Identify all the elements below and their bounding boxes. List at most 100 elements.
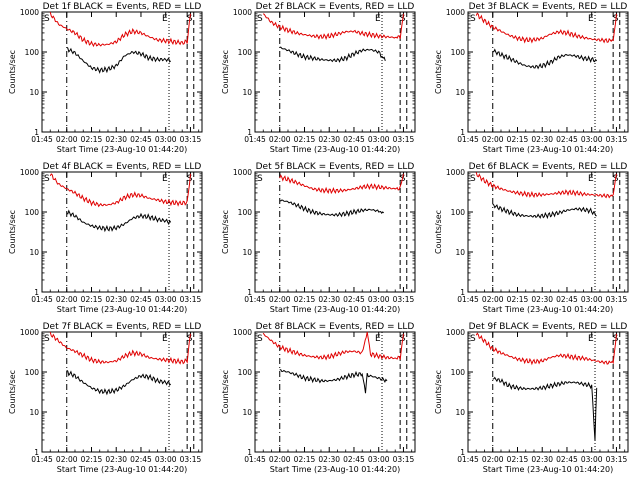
y-tick-label: 1 xyxy=(34,128,39,137)
y-tick-label: 100 xyxy=(25,48,40,57)
x-tick-label: 01:45 xyxy=(457,135,479,144)
x-tick-label: 01:45 xyxy=(244,295,266,304)
y-axis-label: Counts/sec xyxy=(434,210,443,254)
y-tick-label: 100 xyxy=(25,368,40,377)
series-line-events xyxy=(66,369,172,396)
series-line-events xyxy=(492,376,598,441)
y-tick-label: 1 xyxy=(34,288,39,297)
y-tick-label: 1 xyxy=(460,128,465,137)
x-tick-label: 02:45 xyxy=(130,295,152,304)
y-tick-label: 100 xyxy=(451,368,466,377)
x-tick-label: 02:00 xyxy=(56,295,78,304)
y-axis-label: Counts/sec xyxy=(221,210,230,254)
corner-marker-label: S xyxy=(257,334,263,344)
detector-panel-5f: Det 5f BLACK = Events, RED = LLD 1 10 100 10… xyxy=(213,160,426,320)
detector-chart-3f: Det 3f BLACK = Events, RED = LLD 1 10 100 10… xyxy=(434,2,629,154)
detector-chart-5f: Det 5f BLACK = Events, RED = LLD 1 10 100 10… xyxy=(221,162,416,314)
detector-chart-7f: Det 7f BLACK = Events, RED = LLD 1 10 100 10… xyxy=(8,322,203,474)
series-line-lld xyxy=(49,173,191,208)
x-axis-label: Start Time (23-Aug-10 01:44:20) xyxy=(270,145,401,154)
y-tick-label: 1000 xyxy=(20,8,39,17)
x-tick-label: 03:00 xyxy=(581,295,603,304)
series-line-events xyxy=(279,199,385,218)
y-tick-label: 10 xyxy=(29,408,39,417)
x-axis-label: Start Time (23-Aug-10 01:44:20) xyxy=(57,465,188,474)
chart-title: Det 8f BLACK = Events, RED = LLD xyxy=(256,322,415,332)
y-tick-label: 1 xyxy=(247,448,252,457)
y-tick-label: 100 xyxy=(451,208,466,217)
y-axis-label: Counts/sec xyxy=(434,370,443,414)
plot-frame xyxy=(41,11,203,133)
y-tick-label: 100 xyxy=(238,48,253,57)
y-axis-label: Counts/sec xyxy=(434,50,443,94)
y-tick-label: 1000 xyxy=(233,328,252,337)
series-line-lld xyxy=(475,12,617,44)
y-tick-label: 1000 xyxy=(233,8,252,17)
x-tick-label: 02:30 xyxy=(105,455,127,464)
detector-panel-6f: Det 6f BLACK = Events, RED = LLD 1 10 100 10… xyxy=(426,160,639,320)
series-line-lld xyxy=(262,331,404,361)
detector-panel-2f: Det 2f BLACK = Events, RED = LLD 1 10 100 10… xyxy=(213,0,426,160)
y-tick-label: 10 xyxy=(242,88,252,97)
x-tick-label: 02:45 xyxy=(556,455,578,464)
y-axis-label: Counts/sec xyxy=(8,370,17,414)
x-tick-label: 03:15 xyxy=(180,295,202,304)
detector-panel-9f: Det 9f BLACK = Events, RED = LLD 1 10 100 10… xyxy=(426,320,639,480)
detector-panel-8f: Det 8f BLACK = Events, RED = LLD 1 10 100 10… xyxy=(213,320,426,480)
x-tick-label: 03:00 xyxy=(368,135,390,144)
vertical-marker-label: E xyxy=(162,174,168,184)
x-tick-label: 02:15 xyxy=(81,295,103,304)
vertical-marker-label: E xyxy=(162,14,168,24)
x-tick-label: 02:00 xyxy=(269,295,291,304)
vertical-marker-label: E xyxy=(588,14,594,24)
x-tick-label: 02:15 xyxy=(294,455,316,464)
vertical-marker-label: E xyxy=(375,14,381,24)
y-tick-label: 100 xyxy=(238,208,253,217)
x-tick-label: 01:45 xyxy=(31,455,53,464)
series-line-events xyxy=(492,48,598,70)
series-line-lld xyxy=(475,332,617,366)
detector-chart-9f: Det 9f BLACK = Events, RED = LLD 1 10 100 10… xyxy=(434,322,629,474)
vertical-marker-label: E xyxy=(588,174,594,184)
x-tick-label: 02:30 xyxy=(531,455,553,464)
y-axis-label: Counts/sec xyxy=(221,50,230,94)
x-tick-label: 03:15 xyxy=(393,295,415,304)
corner-marker-label: S xyxy=(44,14,50,24)
plot-frame xyxy=(254,11,416,133)
plot-frame xyxy=(467,331,629,453)
x-tick-label: 03:15 xyxy=(393,455,415,464)
x-axis-label: Start Time (23-Aug-10 01:44:20) xyxy=(483,145,614,154)
x-tick-label: 02:00 xyxy=(482,135,504,144)
detector-panel-7f: Det 7f BLACK = Events, RED = LLD 1 10 100 10… xyxy=(0,320,213,480)
x-tick-label: 02:15 xyxy=(507,135,529,144)
chart-title: Det 6f BLACK = Events, RED = LLD xyxy=(469,162,628,172)
x-axis-label: Start Time (23-Aug-10 01:44:20) xyxy=(270,465,401,474)
corner-marker-label: S xyxy=(44,174,50,184)
x-tick-label: 02:30 xyxy=(318,455,340,464)
x-tick-label: 02:30 xyxy=(318,295,340,304)
vertical-marker-label: E xyxy=(588,334,594,344)
chart-title: Det 3f BLACK = Events, RED = LLD xyxy=(469,2,628,12)
x-axis-label: Start Time (23-Aug-10 01:44:20) xyxy=(483,465,614,474)
detector-chart-1f: Det 1f BLACK = Events, RED = LLD 1 10 100 10… xyxy=(8,2,203,154)
corner-marker-label: S xyxy=(257,174,263,184)
detector-panel-3f: Det 3f BLACK = Events, RED = LLD 1 10 100 10… xyxy=(426,0,639,160)
y-tick-label: 10 xyxy=(455,248,465,257)
x-tick-label: 02:30 xyxy=(531,135,553,144)
y-tick-label: 10 xyxy=(29,248,39,257)
x-tick-label: 03:00 xyxy=(155,295,177,304)
x-tick-label: 02:15 xyxy=(294,135,316,144)
x-tick-label: 02:30 xyxy=(105,295,127,304)
x-tick-label: 02:45 xyxy=(343,455,365,464)
x-tick-label: 01:45 xyxy=(244,135,266,144)
x-tick-label: 02:15 xyxy=(81,455,103,464)
plot-frame xyxy=(41,331,203,453)
x-tick-label: 01:45 xyxy=(31,135,53,144)
x-tick-label: 01:45 xyxy=(31,295,53,304)
x-tick-label: 02:30 xyxy=(105,135,127,144)
plot-frame xyxy=(41,171,203,293)
x-tick-label: 03:00 xyxy=(155,455,177,464)
x-tick-label: 01:45 xyxy=(457,295,479,304)
y-tick-label: 1 xyxy=(34,448,39,457)
